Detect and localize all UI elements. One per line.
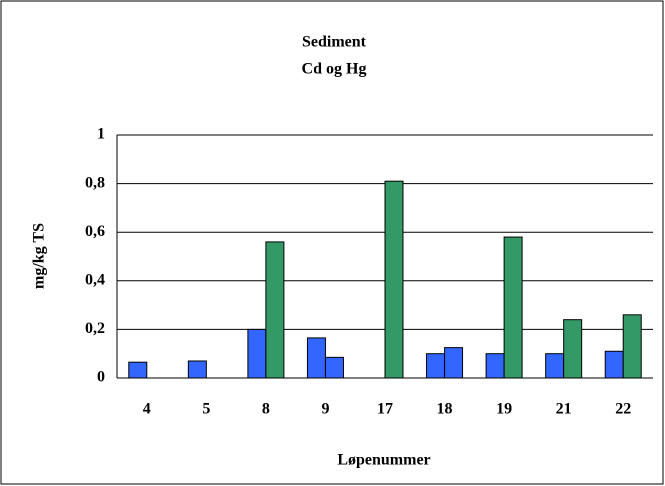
y-tick-label: 0,8 <box>85 174 105 191</box>
bar <box>563 319 583 379</box>
bar <box>485 353 505 379</box>
x-tick-label: 19 <box>496 401 512 418</box>
x-tick-label: 5 <box>202 401 210 418</box>
chart-subtitle: Cd og Hg <box>302 61 367 78</box>
x-tick-label: 22 <box>615 401 631 418</box>
bar <box>622 314 642 379</box>
x-tick-label: 17 <box>377 401 393 418</box>
y-tick-label: 1 <box>97 126 105 143</box>
y-tick-label: 0,4 <box>85 271 105 288</box>
x-tick-label: 8 <box>262 401 270 418</box>
bar <box>384 180 404 379</box>
bar <box>187 360 207 379</box>
bar <box>128 361 148 379</box>
bar <box>545 353 565 379</box>
bar <box>306 337 326 379</box>
bar <box>265 241 285 379</box>
x-tick-label: 4 <box>143 401 151 418</box>
y-tick-label: 0,6 <box>85 223 105 240</box>
x-axis-label: Løpenummer <box>337 452 430 469</box>
x-tick-label: 18 <box>437 401 453 418</box>
y-tick-label: 0,2 <box>85 320 105 337</box>
y-tick-label: 0 <box>97 369 105 386</box>
bar <box>604 350 624 379</box>
bar <box>247 328 267 379</box>
bar <box>324 356 344 379</box>
chart-title: Sediment <box>302 34 367 51</box>
x-tick-label: 21 <box>556 401 572 418</box>
y-axis-label: mg/kg TS <box>31 223 48 289</box>
bar <box>503 236 523 379</box>
bar <box>444 347 464 379</box>
bar <box>426 353 446 379</box>
x-tick-label: 9 <box>321 401 329 418</box>
